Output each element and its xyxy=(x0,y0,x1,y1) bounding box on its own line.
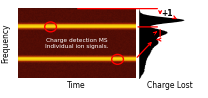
Text: +1: +1 xyxy=(161,9,176,19)
Text: Frequency: Frequency xyxy=(2,23,11,63)
X-axis label: Time: Time xyxy=(67,81,86,90)
X-axis label: Charge Lost: Charge Lost xyxy=(147,81,192,90)
Text: Charge detection MS
Individual ion signals.: Charge detection MS Individual ion signa… xyxy=(45,38,108,49)
Text: +2: +2 xyxy=(149,29,160,38)
